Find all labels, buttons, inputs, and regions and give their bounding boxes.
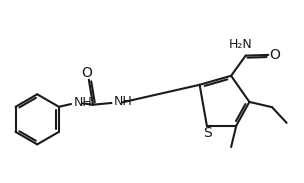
Text: O: O (82, 66, 92, 80)
Text: NH: NH (74, 96, 92, 109)
Text: NH: NH (113, 95, 132, 108)
Text: O: O (269, 48, 280, 62)
Text: H₂N: H₂N (229, 38, 252, 51)
Text: S: S (203, 126, 212, 140)
